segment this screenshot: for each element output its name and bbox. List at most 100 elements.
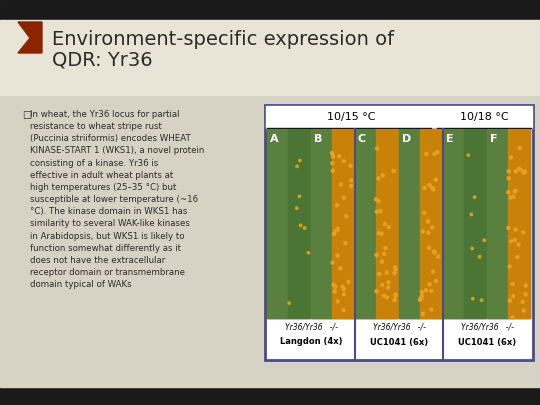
Circle shape	[375, 290, 378, 293]
Circle shape	[474, 196, 476, 198]
Bar	[265, 105, 533, 360]
Circle shape	[383, 222, 386, 226]
Circle shape	[437, 255, 440, 258]
Circle shape	[375, 198, 377, 201]
Circle shape	[435, 279, 437, 283]
Circle shape	[430, 308, 433, 311]
Bar	[355, 129, 398, 318]
Circle shape	[345, 215, 348, 217]
Bar	[464, 129, 486, 318]
Circle shape	[385, 271, 388, 274]
Text: A: A	[270, 134, 279, 144]
Circle shape	[514, 228, 517, 231]
Circle shape	[350, 185, 353, 188]
Circle shape	[335, 204, 339, 207]
Circle shape	[334, 229, 337, 232]
Circle shape	[423, 211, 426, 215]
Circle shape	[380, 232, 383, 235]
Circle shape	[295, 207, 298, 209]
Circle shape	[508, 265, 511, 268]
Circle shape	[431, 270, 435, 273]
Circle shape	[522, 231, 525, 234]
Circle shape	[434, 178, 437, 181]
Circle shape	[507, 170, 510, 173]
Bar	[376, 129, 398, 318]
Circle shape	[296, 165, 298, 168]
Circle shape	[341, 285, 344, 288]
Circle shape	[423, 186, 426, 190]
Circle shape	[511, 282, 514, 286]
Bar	[266, 106, 532, 128]
Circle shape	[379, 210, 382, 213]
Circle shape	[421, 291, 423, 294]
Bar	[332, 129, 354, 318]
Circle shape	[394, 268, 397, 271]
Circle shape	[342, 309, 345, 311]
Circle shape	[514, 239, 516, 241]
Circle shape	[522, 171, 525, 174]
Text: □: □	[22, 110, 31, 120]
Bar	[267, 129, 310, 318]
Bar	[0, 95, 540, 387]
Circle shape	[428, 246, 430, 249]
Circle shape	[436, 151, 439, 153]
Circle shape	[393, 298, 396, 301]
Polygon shape	[18, 22, 42, 53]
Circle shape	[336, 254, 339, 257]
Circle shape	[394, 293, 397, 296]
Circle shape	[332, 169, 334, 172]
Circle shape	[478, 256, 481, 258]
Circle shape	[349, 164, 352, 167]
Circle shape	[517, 167, 521, 171]
Circle shape	[518, 147, 521, 149]
Circle shape	[336, 227, 339, 230]
Bar	[311, 129, 354, 318]
Circle shape	[481, 299, 483, 301]
Circle shape	[384, 247, 387, 249]
Circle shape	[382, 294, 386, 297]
Bar	[443, 129, 486, 318]
Circle shape	[508, 299, 511, 302]
Circle shape	[513, 190, 516, 193]
Circle shape	[430, 290, 433, 292]
Circle shape	[339, 183, 342, 186]
Circle shape	[471, 247, 473, 249]
Circle shape	[299, 224, 302, 226]
Circle shape	[342, 160, 345, 163]
Circle shape	[425, 152, 428, 156]
Circle shape	[394, 294, 397, 297]
Circle shape	[387, 286, 389, 289]
Circle shape	[418, 298, 421, 301]
Circle shape	[336, 228, 340, 231]
Circle shape	[376, 147, 379, 150]
Circle shape	[303, 227, 306, 229]
Circle shape	[516, 256, 519, 258]
Circle shape	[377, 200, 380, 202]
Circle shape	[342, 288, 346, 290]
Bar	[0, 387, 540, 405]
Circle shape	[524, 293, 527, 296]
Circle shape	[298, 195, 301, 198]
Circle shape	[471, 298, 474, 300]
Circle shape	[377, 273, 381, 275]
Circle shape	[331, 162, 334, 165]
Circle shape	[332, 283, 335, 286]
Circle shape	[333, 232, 335, 235]
Circle shape	[431, 186, 434, 190]
Bar	[267, 129, 288, 318]
Text: Environment-specific expression of: Environment-specific expression of	[52, 30, 394, 49]
Circle shape	[421, 230, 424, 233]
Circle shape	[433, 250, 436, 253]
Text: F: F	[490, 134, 497, 144]
Circle shape	[512, 295, 515, 298]
Circle shape	[420, 297, 423, 300]
Circle shape	[336, 300, 339, 303]
Circle shape	[428, 183, 431, 186]
Text: 10/15 °C: 10/15 °C	[327, 112, 375, 122]
Circle shape	[377, 232, 380, 235]
Text: Langdon (4x): Langdon (4x)	[280, 337, 342, 347]
Circle shape	[347, 280, 350, 284]
Circle shape	[393, 271, 396, 275]
Circle shape	[470, 213, 472, 215]
Circle shape	[334, 285, 337, 288]
